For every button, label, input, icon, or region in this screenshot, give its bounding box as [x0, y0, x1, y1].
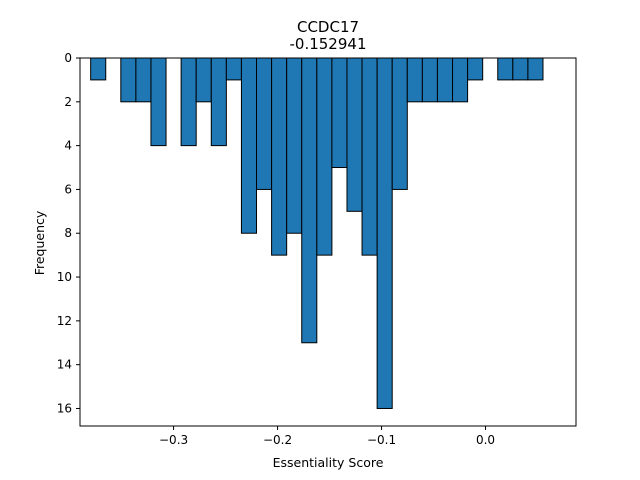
y-tick-label: 4 [64, 139, 72, 153]
histogram-bar-23 [467, 57, 484, 81]
histogram-bar-8 [240, 57, 258, 234]
histogram-bar-13 [316, 57, 333, 256]
plot-frame [79, 57, 577, 427]
histogram-bar-1 [120, 57, 137, 103]
histogram-bar-2 [135, 57, 152, 103]
histogram-bar-16 [361, 57, 378, 256]
y-tick-label: 10 [57, 270, 72, 284]
x-tick-label: −0.2 [263, 433, 292, 447]
histogram-bar-3 [150, 57, 167, 147]
histogram-bar-25 [512, 57, 529, 81]
y-axis-label: Frequency [32, 210, 47, 275]
y-tick-label: 12 [57, 314, 72, 328]
x-tick-label: −0.1 [367, 433, 396, 447]
y-tick-label: 2 [64, 95, 72, 109]
ticks-group: −0.3 −0.2 −0.1 0.0 0 2 4 6 8 10 12 14 16 [57, 51, 495, 447]
histogram-bar-12 [301, 57, 318, 344]
histogram-bar-6 [210, 57, 227, 147]
histogram-bar-24 [497, 57, 514, 81]
bars-group [90, 57, 544, 409]
histogram-bar-18 [391, 57, 408, 190]
histogram-bar-10 [271, 57, 288, 256]
histogram-bar-26 [527, 57, 544, 81]
histogram-bar-11 [286, 57, 303, 234]
histogram-bar-9 [256, 57, 273, 190]
y-tick-label: 8 [64, 226, 72, 240]
histogram-bar-5 [195, 57, 212, 103]
x-axis-label: Essentiality Score [273, 455, 384, 470]
histogram-bar-22 [452, 57, 469, 103]
histogram-bar-7 [225, 57, 242, 81]
histogram-bar-20 [421, 57, 438, 103]
histogram-bar-14 [331, 57, 348, 169]
y-tick-label: 6 [64, 182, 72, 196]
histogram-bar-17 [376, 57, 393, 409]
histogram-bar-19 [406, 57, 423, 103]
chart-title: CCDC17 [297, 18, 359, 36]
y-tick-label: 16 [57, 401, 72, 415]
histogram-bar-0 [90, 57, 107, 81]
y-tick-label: 14 [57, 358, 72, 372]
chart-subtitle: -0.152941 [290, 35, 367, 53]
histogram-bar-21 [436, 57, 454, 103]
x-tick-label: −0.3 [159, 433, 188, 447]
histogram-bar-4 [180, 57, 197, 147]
x-tick-label: 0.0 [476, 433, 495, 447]
histogram-bar-15 [346, 57, 363, 212]
y-tick-label: 0 [64, 51, 72, 65]
